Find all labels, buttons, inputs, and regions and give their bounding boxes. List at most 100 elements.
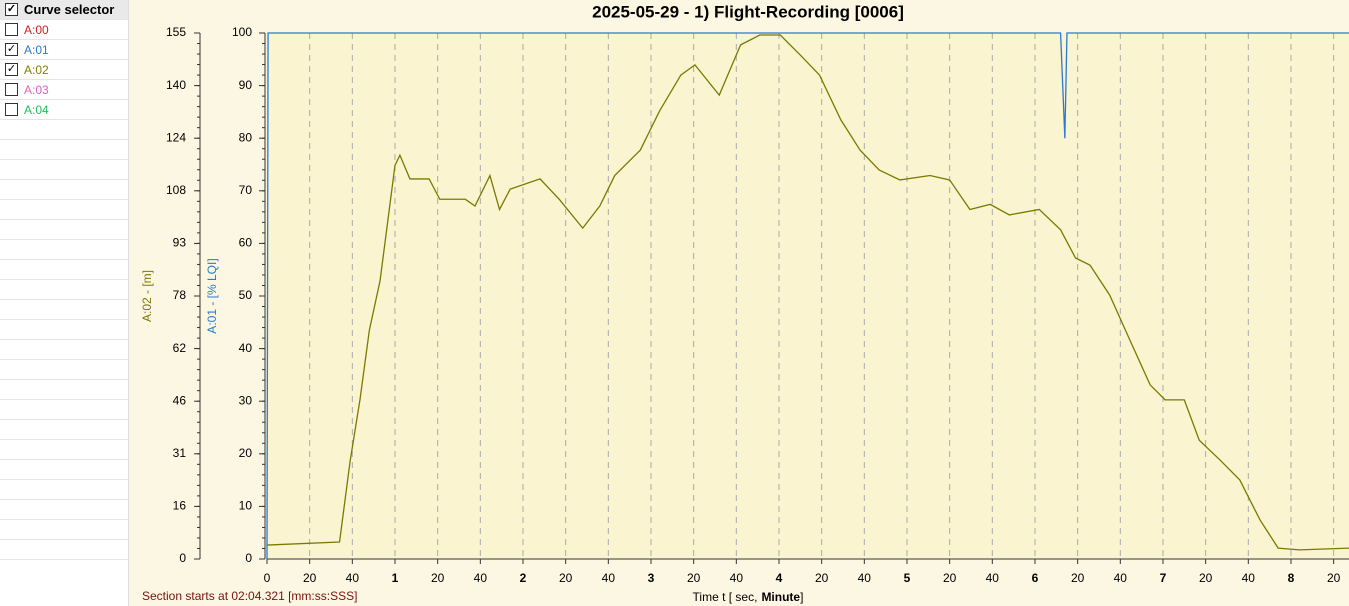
y-tick-label: 0 [179,551,186,565]
y2-tick-label: 80 [239,130,253,144]
y-tick-label: 78 [173,288,187,302]
x-label-part: Time t [ sec, [693,590,758,604]
y-tick-label: 140 [166,78,186,92]
empty-row [0,260,128,280]
empty-row [0,540,128,560]
curve-item[interactable]: ✓ A:02 [0,60,128,80]
empty-row [0,240,128,260]
series-line [266,34,1349,551]
empty-row [0,300,128,320]
empty-row [0,140,128,160]
y2-tick-label: 40 [239,341,253,355]
x-tick-label: 40 [730,571,744,585]
x-tick-label: 20 [1327,571,1341,585]
curve-item[interactable]: ✓ A:01 [0,40,128,60]
x-tick-label: 40 [986,571,1000,585]
empty-row [0,460,128,480]
x-tick-label: 20 [687,571,701,585]
y-tick-label: 46 [173,393,187,407]
selector-title: Curve selector [24,2,115,17]
x-tick-label: 40 [474,571,488,585]
selector-header: ✓ Curve selector [0,0,128,20]
empty-row [0,160,128,180]
curve-item[interactable]: A:03 [0,80,128,100]
y-tick-label: 31 [173,446,187,460]
plot-area [267,33,1349,559]
y2-axis-label: A:01 - [% LQI] [205,258,219,333]
curve-label: A:02 [24,62,49,77]
x-tick-label: 40 [1114,571,1128,585]
x-label-part: ] [800,590,803,604]
x-tick-label: 40 [858,571,872,585]
y2-tick-label: 60 [239,236,253,250]
curve-label: A:03 [24,82,49,97]
x-tick-label: 1 [392,571,399,585]
x-tick-label: 20 [303,571,317,585]
empty-row [0,180,128,200]
empty-row [0,400,128,420]
x-tick-label: 20 [431,571,445,585]
checkbox[interactable] [5,103,18,116]
y-tick-label: 124 [166,130,186,144]
empty-row [0,320,128,340]
empty-row [0,360,128,380]
chart: 2025-05-29 - 1) Flight-Recording [0006] 0… [140,2,1349,604]
chart-title: 2025-05-29 - 1) Flight-Recording [0006] [592,2,904,21]
section-note: Section starts at 02:04.321 [mm:ss:SSS] [142,589,357,603]
checkbox[interactable] [5,23,18,36]
x-tick-label: 5 [904,571,911,585]
y2-tick-label: 10 [239,499,253,513]
x-tick-label: 20 [1071,571,1085,585]
curve-selector: ✓ Curve selector A:00 ✓ A:01 ✓ A:02 A:03 A:04 [0,0,129,606]
x-tick-label: 4 [776,571,783,585]
empty-row [0,380,128,400]
x-tick-label: 7 [1160,571,1167,585]
empty-row [0,440,128,460]
x-tick-label: 20 [559,571,573,585]
empty-row [0,280,128,300]
empty-row [0,120,128,140]
empty-row [0,340,128,360]
y-tick-label: 108 [166,183,186,197]
empty-row [0,200,128,220]
empty-row [0,500,128,520]
empty-row [0,420,128,440]
x-tick-label: 40 [602,571,616,585]
y2-tick-label: 70 [239,183,253,197]
x-tick-label: 20 [1199,571,1213,585]
curve-label: A:04 [24,102,49,117]
x-tick-label: 20 [815,571,829,585]
x-tick-label: 8 [1288,571,1295,585]
y2-tick-label: 30 [239,393,253,407]
checkbox[interactable]: ✓ [5,3,18,16]
y-tick-label: 16 [173,499,187,513]
checkbox[interactable]: ✓ [5,63,18,76]
x-tick-label: 20 [943,571,957,585]
x-tick-label: 0 [264,571,271,585]
y-tick-label: 155 [166,25,186,39]
x-label-part: Minute [761,590,800,604]
y2-tick-label: 0 [245,551,252,565]
y2-tick-label: 20 [239,446,253,460]
x-tick-label: 6 [1032,571,1039,585]
empty-row [0,220,128,240]
y-tick-label: 62 [173,341,187,355]
y2-tick-label: 90 [239,78,253,92]
x-tick-label: 3 [648,571,655,585]
curve-label: A:01 [24,42,49,57]
checkbox[interactable]: ✓ [5,43,18,56]
curve-item[interactable]: A:04 [0,100,128,120]
empty-row [0,480,128,500]
checkbox[interactable] [5,83,18,96]
x-tick-label: 2 [520,571,527,585]
empty-row [0,520,128,540]
curve-item[interactable]: A:00 [0,20,128,40]
x-tick-label: 40 [1242,571,1256,585]
x-axis-label: Time t [ sec, Minute] [693,590,804,604]
y2-tick-label: 50 [239,288,253,302]
x-tick-label: 40 [346,571,360,585]
curve-label: A:00 [24,22,49,37]
y2-tick-label: 100 [232,25,252,39]
series-line [266,32,1349,560]
